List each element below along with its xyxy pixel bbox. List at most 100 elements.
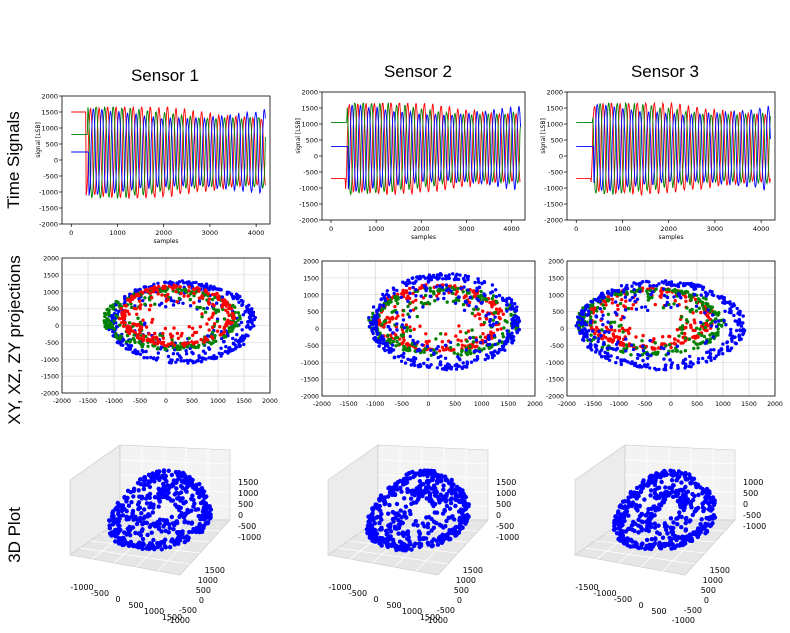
data-point-green — [703, 325, 707, 330]
data-point-blue — [152, 479, 157, 484]
data-point-green — [683, 290, 687, 294]
data-point-red — [490, 301, 494, 306]
data-point-blue — [207, 346, 211, 350]
data-point-red — [163, 326, 168, 331]
data-point-blue — [413, 541, 418, 546]
data-point-blue — [189, 520, 195, 525]
data-point-green — [146, 344, 150, 348]
data-point-blue — [685, 477, 690, 482]
data-point-blue — [707, 491, 712, 496]
data-point-red — [161, 331, 165, 336]
data-point-green — [215, 319, 220, 323]
data-point-green — [140, 343, 144, 347]
data-point-green — [617, 324, 621, 328]
data-point-red — [227, 313, 231, 318]
data-point-blue — [414, 294, 418, 298]
back-grid — [624, 459, 736, 465]
data-point-red — [401, 313, 405, 317]
data-point-blue — [594, 315, 599, 319]
x-tick-label: 3000 — [202, 229, 219, 237]
data-point-red — [198, 325, 203, 329]
y-tick-label: -1000 — [167, 616, 190, 625]
data-point-green — [131, 336, 135, 341]
data-point-blue — [411, 522, 416, 527]
y-tick-label: 500 — [47, 306, 59, 313]
data-point-blue — [491, 324, 495, 328]
data-point-blue — [651, 290, 655, 294]
data-point-blue — [372, 521, 377, 526]
data-point-green — [115, 301, 119, 305]
data-point-blue — [417, 531, 423, 536]
data-point-green — [136, 316, 140, 320]
data-point-red — [418, 324, 422, 328]
data-point-blue — [696, 357, 701, 361]
data-point-blue — [158, 475, 163, 480]
data-point-blue — [664, 303, 668, 307]
data-point-blue — [680, 492, 686, 498]
data-point-green — [479, 289, 483, 294]
x-tick-label: 0 — [574, 225, 578, 233]
x-tick-label: 0 — [669, 401, 673, 408]
data-point-blue — [668, 541, 673, 546]
data-point-red — [387, 320, 392, 324]
data-point-red — [197, 289, 201, 293]
data-point-blue — [402, 326, 406, 330]
data-point-blue — [449, 365, 454, 369]
data-point-blue — [474, 338, 479, 342]
data-point-blue — [631, 347, 636, 352]
data-point-blue — [665, 300, 669, 305]
data-point-blue — [157, 498, 162, 503]
data-point-red — [619, 340, 623, 345]
data-point-red — [152, 285, 157, 289]
x-tick-label: -1000 — [366, 401, 384, 408]
data-point-blue — [247, 308, 251, 312]
floor-grid — [337, 547, 449, 565]
data-point-red — [227, 320, 231, 324]
data-point-blue — [411, 285, 415, 290]
data-point-blue — [174, 470, 179, 475]
data-point-red — [165, 344, 169, 348]
data-point-green — [233, 310, 237, 315]
data-point-green — [646, 292, 650, 296]
data-point-blue — [175, 531, 181, 536]
data-point-blue — [166, 354, 171, 359]
data-point-blue — [378, 341, 383, 345]
data-point-green — [502, 326, 506, 330]
data-point-blue — [377, 305, 382, 310]
data-point-blue — [475, 289, 479, 293]
data-point-blue — [630, 284, 634, 288]
data-point-blue — [468, 295, 472, 300]
data-point-red — [135, 323, 139, 328]
data-point-red — [120, 310, 124, 314]
data-point-blue — [666, 351, 670, 356]
x-axis-label: samples — [154, 238, 179, 245]
data-point-blue — [696, 284, 701, 288]
data-point-red — [408, 325, 412, 329]
data-point-blue — [373, 502, 378, 507]
data-point-blue — [657, 367, 661, 372]
data-point-red — [394, 333, 398, 337]
data-point-blue — [439, 354, 443, 358]
data-point-blue — [581, 312, 585, 316]
data-point-blue — [431, 471, 436, 476]
data-point-red — [172, 343, 177, 347]
data-point-blue — [429, 363, 433, 367]
data-point-blue — [196, 513, 201, 519]
data-point-blue — [729, 331, 733, 335]
data-point-blue — [478, 349, 482, 354]
data-point-blue — [392, 291, 396, 296]
y-tick-label: 500 — [46, 141, 58, 149]
data-point-green — [482, 297, 486, 302]
data-point-blue — [694, 304, 699, 308]
data-point-blue — [386, 344, 390, 348]
y-tick-label: 0 — [560, 326, 564, 333]
data-point-green — [433, 299, 437, 303]
data-point-blue — [424, 286, 428, 290]
data-point-blue — [398, 544, 403, 549]
data-point-blue — [370, 514, 375, 520]
data-point-green — [432, 348, 436, 352]
data-point-blue — [417, 534, 422, 540]
data-point-blue — [716, 319, 721, 323]
data-point-blue — [727, 348, 732, 353]
data-point-blue — [638, 489, 644, 495]
